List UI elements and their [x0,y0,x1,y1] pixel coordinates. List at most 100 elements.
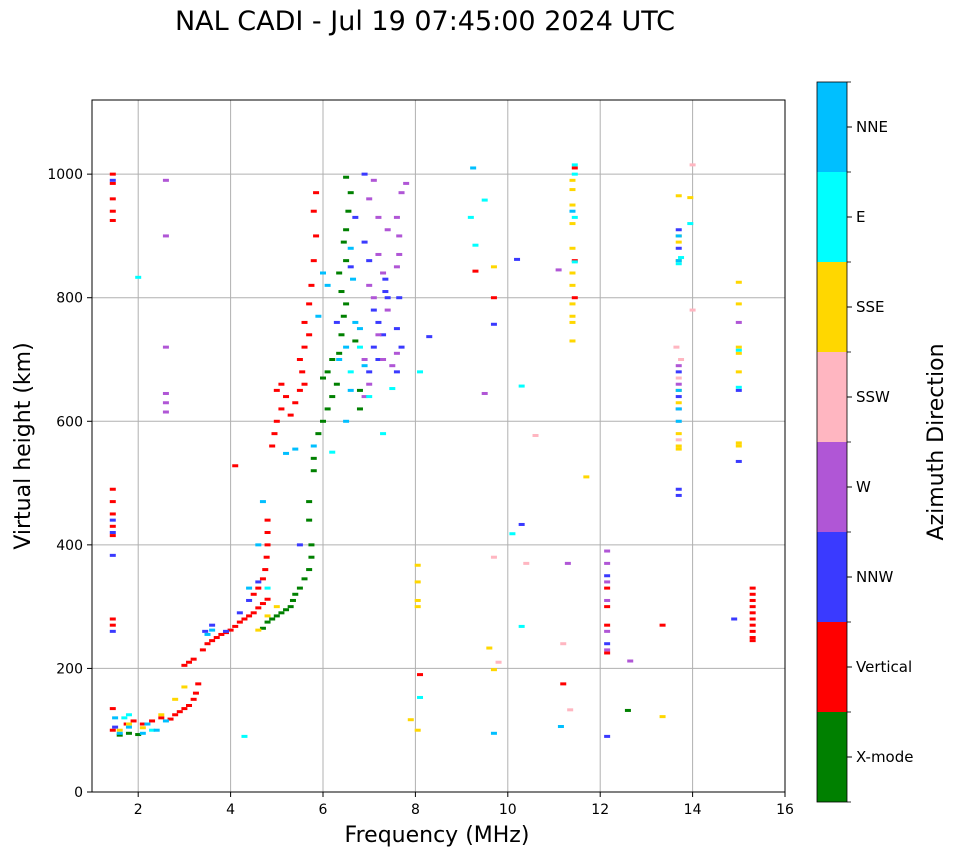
data-point [675,493,682,497]
data-point [749,586,756,590]
data-point [306,302,313,306]
data-point [299,370,306,374]
data-point [393,265,400,269]
data-point [202,629,209,633]
data-point [162,178,169,182]
data-point [350,277,357,281]
data-point [624,708,631,712]
data-point [417,673,424,677]
data-point [301,382,308,386]
data-point [320,271,326,275]
data-point [186,704,193,707]
data-point [158,716,165,720]
data-point [172,697,179,701]
data-point [347,246,354,250]
data-point [176,710,183,714]
data-point [414,605,421,609]
data-point [675,407,682,411]
data-point [366,197,373,201]
data-point [310,469,317,473]
data-point [139,726,146,730]
data-point [675,370,682,374]
data-point [301,320,308,324]
data-point [735,348,742,352]
data-point [407,718,414,722]
data-point [564,561,571,565]
data-point [109,518,116,522]
data-point [356,407,363,411]
data-point [675,262,682,266]
data-point [659,715,666,719]
data-point [324,283,331,287]
x-tick-label: 16 [776,802,794,818]
data-point [109,172,116,176]
data-point [308,555,315,559]
data-point [389,387,396,391]
data-point [264,518,271,522]
data-point [259,602,266,606]
data-point [569,314,576,318]
data-point [366,382,373,386]
data-point [190,657,197,661]
colorbar-segment [817,532,847,622]
data-point [204,642,211,646]
data-point [310,444,317,448]
data-point [481,198,488,202]
data-point [162,410,169,414]
data-point [301,577,308,581]
data-point [749,592,756,596]
data-point [144,722,151,726]
data-point [481,391,488,395]
data-point [186,660,193,664]
data-point [393,351,400,355]
data-point [417,370,424,374]
data-point [675,395,682,399]
data-point [393,327,400,331]
data-point [241,617,248,621]
data-point [213,636,220,640]
data-point [116,731,123,735]
data-point [532,433,539,437]
data-point [380,358,387,361]
series-sse [116,178,742,732]
data-point [250,592,257,596]
data-point [116,733,123,737]
data-point [689,308,696,312]
y-tick-label: 200 [56,661,83,677]
data-point [255,543,262,547]
data-point [296,358,303,361]
data-point [675,246,682,250]
data-point [209,639,216,643]
data-point [308,283,315,287]
data-point [241,734,248,738]
data-point [356,388,363,392]
data-point [675,364,682,368]
data-point [195,682,202,686]
data-point [361,364,368,368]
data-point [227,628,234,632]
data-point [569,271,576,275]
data-point [181,685,188,689]
data-point [287,605,294,609]
data-point [414,728,421,732]
data-point [604,629,611,633]
data-point [333,382,340,386]
data-point [264,531,271,534]
data-point [569,178,576,182]
echo-points [109,163,756,738]
data-point [292,401,299,405]
data-point [109,629,116,633]
data-point [264,614,271,618]
data-point [296,388,303,392]
data-point [264,586,271,590]
data-point [352,339,359,343]
data-point [273,388,280,392]
data-point [384,228,391,232]
data-point [366,283,373,287]
data-point [139,731,146,735]
data-point [675,388,682,392]
series-e [121,163,742,738]
plot-frame [91,99,786,793]
data-point [749,636,756,640]
data-point [604,574,611,578]
